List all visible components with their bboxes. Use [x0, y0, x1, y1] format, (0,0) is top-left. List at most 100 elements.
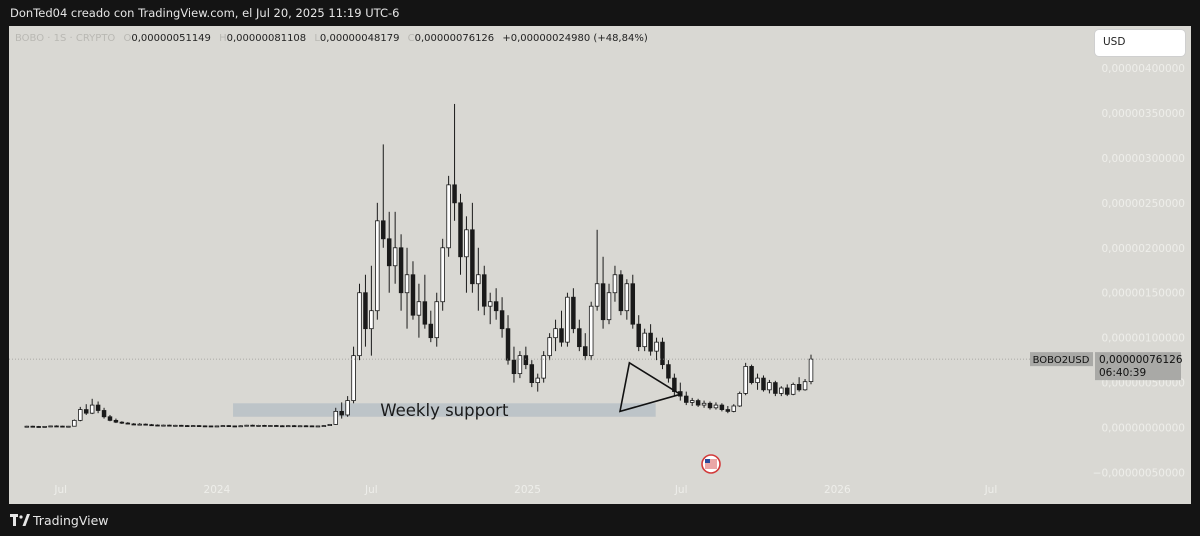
- candle: [517, 351, 523, 379]
- ohlc-legend: BOBO · 1S · CRYPTO O0,00000051149 H0,000…: [15, 33, 648, 44]
- candle: [505, 315, 511, 365]
- us-flag-icon[interactable]: [701, 454, 721, 474]
- candle: [707, 401, 713, 410]
- footer-brand: TradingView: [33, 513, 109, 528]
- support-zone: [233, 403, 656, 417]
- candle: [761, 375, 766, 392]
- price-chart[interactable]: Weekly support 0,00000400000 0,0000035000…: [9, 26, 1191, 504]
- candle: [773, 380, 778, 397]
- symbol-tag: [1030, 352, 1093, 367]
- candle: [131, 423, 136, 426]
- candle: [464, 216, 469, 293]
- candle: [452, 103, 457, 221]
- candle: [125, 422, 131, 425]
- candle: [440, 238, 445, 311]
- candle: [701, 400, 707, 408]
- candle: [482, 265, 487, 316]
- candle: [149, 423, 154, 427]
- candle: [54, 425, 59, 428]
- candle: [238, 425, 243, 428]
- candle: [66, 425, 71, 428]
- y-tick-label: 0,00000350000: [1101, 108, 1185, 120]
- chart-area[interactable]: Weekly support 0,00000400000 0,0000035000…: [9, 26, 1191, 504]
- candle: [333, 407, 338, 425]
- x-tick-label: 2025: [514, 484, 541, 496]
- legend-close-value: 0,00000076126: [414, 33, 495, 44]
- candle: [654, 337, 659, 361]
- candle: [802, 379, 808, 391]
- tradingview-logo-icon: [10, 514, 30, 526]
- currency-button[interactable]: USD: [1095, 30, 1185, 56]
- candle: [493, 288, 499, 320]
- candle: [190, 425, 196, 427]
- candle: [72, 419, 77, 427]
- candle: [404, 247, 410, 329]
- candle: [303, 425, 309, 428]
- candle: [143, 423, 148, 426]
- candle: [470, 202, 475, 293]
- y-tick-label: 0,00000050000: [1101, 378, 1185, 390]
- candle: [315, 425, 321, 428]
- candle: [410, 261, 416, 320]
- candle: [113, 418, 119, 424]
- legend-open-value: 0,00000051149: [131, 33, 211, 44]
- candle: [719, 403, 725, 412]
- candle: [167, 424, 172, 427]
- candle: [541, 351, 546, 383]
- symbol-tag-label: BOBO2USD: [1033, 355, 1090, 366]
- support-label: Weekly support: [380, 401, 509, 420]
- candle: [767, 379, 772, 394]
- candle: [173, 424, 178, 427]
- x-tick-label: 2026: [824, 484, 851, 496]
- candle: [684, 391, 689, 406]
- candle: [179, 424, 184, 427]
- y-tick-label: 0,00000150000: [1101, 288, 1185, 300]
- candle: [119, 421, 125, 424]
- candle: [547, 333, 552, 361]
- candle: [725, 405, 731, 414]
- candle: [297, 425, 303, 428]
- candle: [559, 310, 564, 347]
- candle: [196, 425, 202, 427]
- candle: [321, 425, 327, 427]
- candle: [779, 386, 784, 397]
- candle: [309, 425, 315, 428]
- candle: [600, 256, 606, 329]
- candle: [511, 346, 517, 383]
- y-tick-label: 0,00000200000: [1101, 243, 1185, 255]
- legend-low-label: L: [314, 33, 320, 44]
- candle: [630, 274, 636, 329]
- candle: [553, 319, 558, 352]
- candle: [369, 265, 374, 356]
- candle: [808, 354, 814, 385]
- candle: [398, 234, 404, 311]
- candle: [743, 362, 748, 396]
- candle: [606, 283, 612, 325]
- candle: [642, 328, 647, 352]
- candle: [137, 423, 142, 426]
- candle: [731, 404, 737, 413]
- candle: [208, 425, 214, 428]
- candle: [232, 425, 237, 428]
- candle: [214, 425, 220, 428]
- candle: [588, 301, 594, 361]
- candle: [101, 407, 107, 419]
- candle: [274, 424, 279, 427]
- candle: [42, 425, 47, 428]
- candle: [678, 382, 683, 401]
- currency-label: USD: [1103, 36, 1126, 48]
- candle: [24, 425, 30, 428]
- candle: [487, 292, 493, 325]
- candle: [48, 425, 53, 428]
- candle: [357, 283, 362, 361]
- y-tick-label: 0,00000250000: [1101, 198, 1185, 210]
- candle: [523, 346, 529, 370]
- candle: [666, 360, 671, 383]
- candle: [268, 425, 273, 427]
- candle: [327, 423, 333, 426]
- candle: [624, 279, 630, 320]
- legend-open-label: O: [123, 33, 132, 44]
- candle: [262, 424, 267, 427]
- candle: [345, 396, 350, 417]
- candle: [381, 144, 386, 248]
